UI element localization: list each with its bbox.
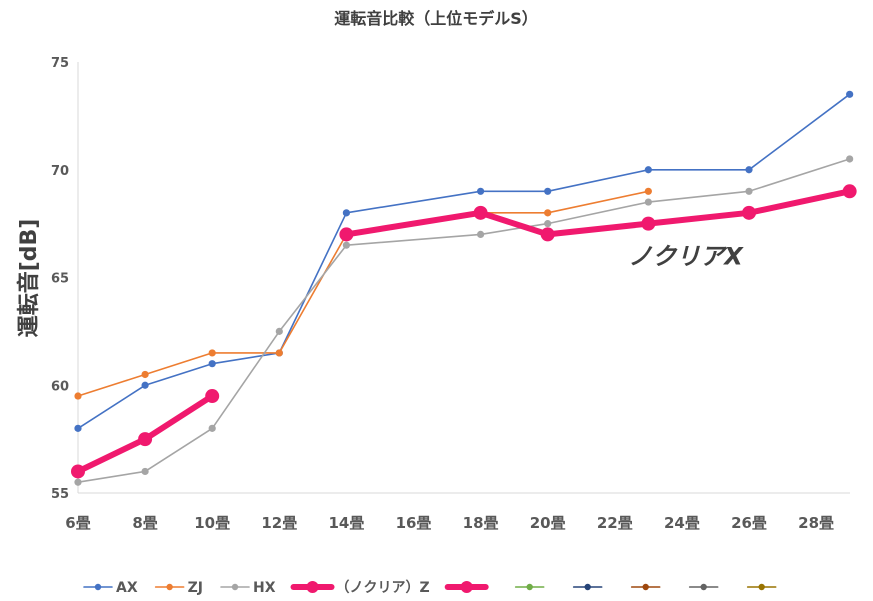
data-point: [74, 478, 82, 486]
series-line: [343, 188, 853, 238]
legend-swatch-marker: [526, 583, 533, 591]
legend-swatch-marker: [584, 583, 591, 591]
legend-swatch-marker: [306, 581, 319, 593]
legend-item: ZJ: [154, 580, 203, 596]
x-tick-label: 18畳: [463, 514, 499, 532]
series-line: [77, 93, 851, 430]
x-tick-label: 12畳: [261, 514, 297, 532]
legend-item: [444, 581, 489, 593]
x-tick-labels: 6畳 8畳 10畳 12畳 14畳 16畳 18畳 20畳 22畳 24畳 26畳 28畳: [65, 514, 834, 532]
data-point: [208, 360, 216, 368]
x-tick-label: 24畳: [664, 514, 700, 532]
data-point: [339, 227, 354, 242]
data-point: [141, 370, 149, 379]
y-tick-label: 75: [51, 56, 69, 71]
chart-title: 運転音比較（上位モデルS）: [334, 9, 538, 28]
y-tick-label: 60: [51, 379, 69, 394]
data-point: [544, 209, 552, 217]
legend-swatch-marker: [231, 583, 239, 591]
data-point: [641, 216, 656, 231]
series-3: [339, 184, 857, 242]
series-2: [74, 155, 854, 486]
legend-item: （ノクリア）Z: [290, 580, 430, 596]
legend-label: ZJ: [188, 580, 203, 596]
data-point: [138, 432, 153, 447]
data-point: [275, 349, 283, 357]
x-tick-label: 26畳: [731, 514, 767, 532]
data-point: [275, 327, 283, 335]
data-point: [644, 187, 652, 195]
series-line: [77, 158, 851, 484]
y-axis-label: 運転音[dB]: [16, 219, 42, 338]
data-point: [477, 187, 485, 195]
data-point: [745, 166, 753, 174]
data-point: [846, 155, 854, 163]
data-point: [544, 220, 552, 228]
legend-item: [746, 583, 777, 591]
data-point: [644, 166, 652, 174]
legend: AX ZJ HX （ノクリア）Z: [83, 580, 777, 596]
legend-item: [514, 583, 545, 591]
x-tick-label: 22畳: [597, 514, 633, 532]
x-tick-label: 20畳: [530, 514, 566, 532]
legend-item: [688, 583, 719, 591]
data-point: [74, 392, 82, 400]
data-point: [745, 187, 753, 195]
data-point: [208, 424, 216, 432]
y-tick-label: 70: [51, 164, 69, 179]
y-tick-label: 55: [51, 487, 69, 502]
legend-label: （ノクリア）Z: [336, 580, 430, 596]
data-point: [742, 205, 756, 220]
series-4: [71, 389, 220, 479]
data-point: [842, 184, 857, 199]
x-tick-label: 14畳: [328, 514, 364, 532]
y-tick-labels: 55 60 65 70 75: [51, 56, 69, 502]
legend-item: [630, 583, 661, 591]
data-point: [342, 241, 350, 249]
series-layer: [71, 90, 857, 486]
x-tick-label: 10畳: [194, 514, 230, 532]
legend-item: [572, 583, 603, 591]
data-point: [74, 424, 82, 432]
legend-swatch-marker: [642, 583, 649, 591]
data-point: [473, 205, 488, 220]
data-point: [846, 90, 854, 98]
x-tick-label: 6畳: [65, 514, 90, 532]
data-point: [205, 389, 220, 404]
series-line: [77, 190, 650, 397]
data-point: [540, 227, 555, 242]
axes: [77, 62, 850, 494]
x-tick-label: 8畳: [132, 514, 157, 532]
y-tick-label: 65: [51, 272, 69, 287]
legend-swatch-marker: [166, 583, 173, 591]
data-point: [342, 209, 350, 217]
annotation-label: ノクリアX: [628, 243, 744, 271]
legend-label: AX: [116, 580, 138, 596]
legend-swatch-marker: [700, 583, 707, 591]
legend-label: HX: [253, 580, 276, 596]
legend-item: HX: [220, 580, 276, 596]
data-point: [544, 187, 552, 195]
x-tick-label: 28畳: [798, 514, 834, 532]
data-point: [644, 198, 652, 206]
legend-swatch-marker: [460, 581, 473, 593]
legend-swatch-marker: [758, 583, 765, 591]
legend-item: AX: [83, 580, 138, 596]
data-point: [71, 464, 85, 479]
data-point: [477, 230, 485, 238]
x-tick-label: 16畳: [396, 514, 432, 532]
data-point: [208, 349, 216, 357]
data-point: [141, 467, 149, 476]
data-point: [141, 381, 149, 389]
legend-swatch-marker: [94, 583, 102, 591]
series-0: [74, 90, 854, 432]
